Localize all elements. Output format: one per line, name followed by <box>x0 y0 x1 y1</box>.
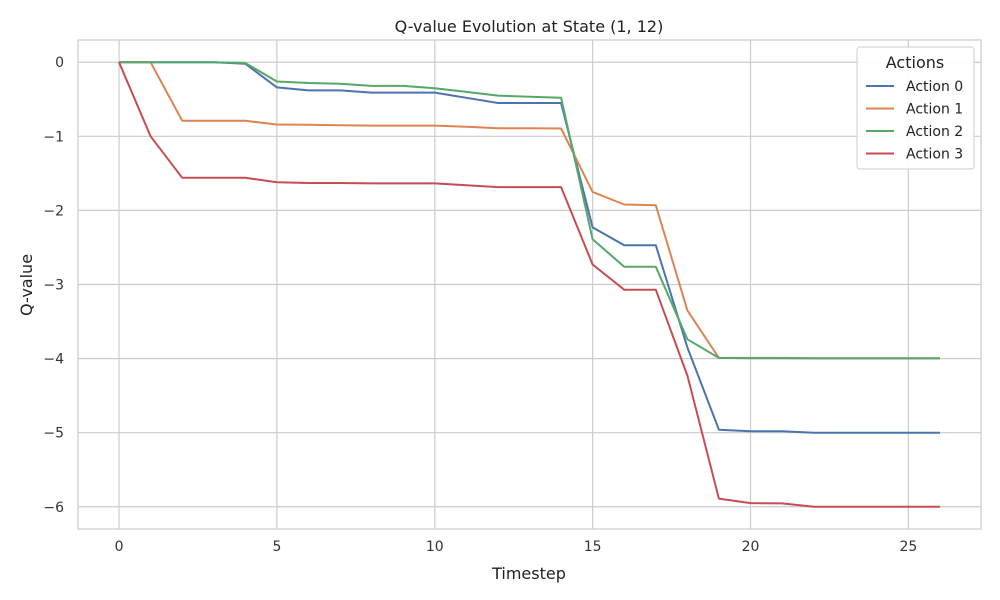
legend-label: Action 1 <box>906 102 963 118</box>
legend-label: Action 3 <box>906 147 963 163</box>
x-tick-label: 10 <box>426 539 444 555</box>
series-line-action-0 <box>119 61 940 434</box>
chart-title: Q-value Evolution at State (1, 12) <box>395 17 664 36</box>
y-tick-label: −3 <box>43 278 64 294</box>
series-lines <box>118 61 940 508</box>
x-tick-label: 5 <box>272 539 281 555</box>
legend-label: Action 0 <box>906 79 963 95</box>
series-line-action-3 <box>118 61 940 508</box>
legend: Actions Action 0 Action 1 Action 2 Action 3 <box>856 46 975 170</box>
y-tick-label: −6 <box>43 500 64 516</box>
y-axis-label: Q-value <box>17 254 36 316</box>
series-line-action-2 <box>119 61 940 360</box>
x-tick-label: 25 <box>899 539 917 555</box>
y-tick-label: −5 <box>43 426 64 442</box>
legend-label: Action 2 <box>906 124 963 140</box>
tick-labels: 0 5 10 15 20 25 0 −1 −2 −3 −4 −5 −6 <box>43 55 917 555</box>
y-tick-label: 0 <box>55 55 64 71</box>
legend-box <box>856 46 975 170</box>
legend-title: Actions <box>886 53 944 72</box>
y-tick-label: −2 <box>43 203 64 219</box>
y-tick-label: −1 <box>43 129 64 145</box>
plot-frame <box>77 39 982 530</box>
x-axis-label: Timestep <box>491 564 566 583</box>
x-tick-label: 0 <box>115 539 124 555</box>
legend-items: Action 0 Action 1 Action 2 Action 3 <box>866 79 963 163</box>
y-tick-label: −4 <box>43 352 64 368</box>
x-tick-label: 15 <box>584 539 602 555</box>
x-tick-label: 20 <box>742 539 760 555</box>
